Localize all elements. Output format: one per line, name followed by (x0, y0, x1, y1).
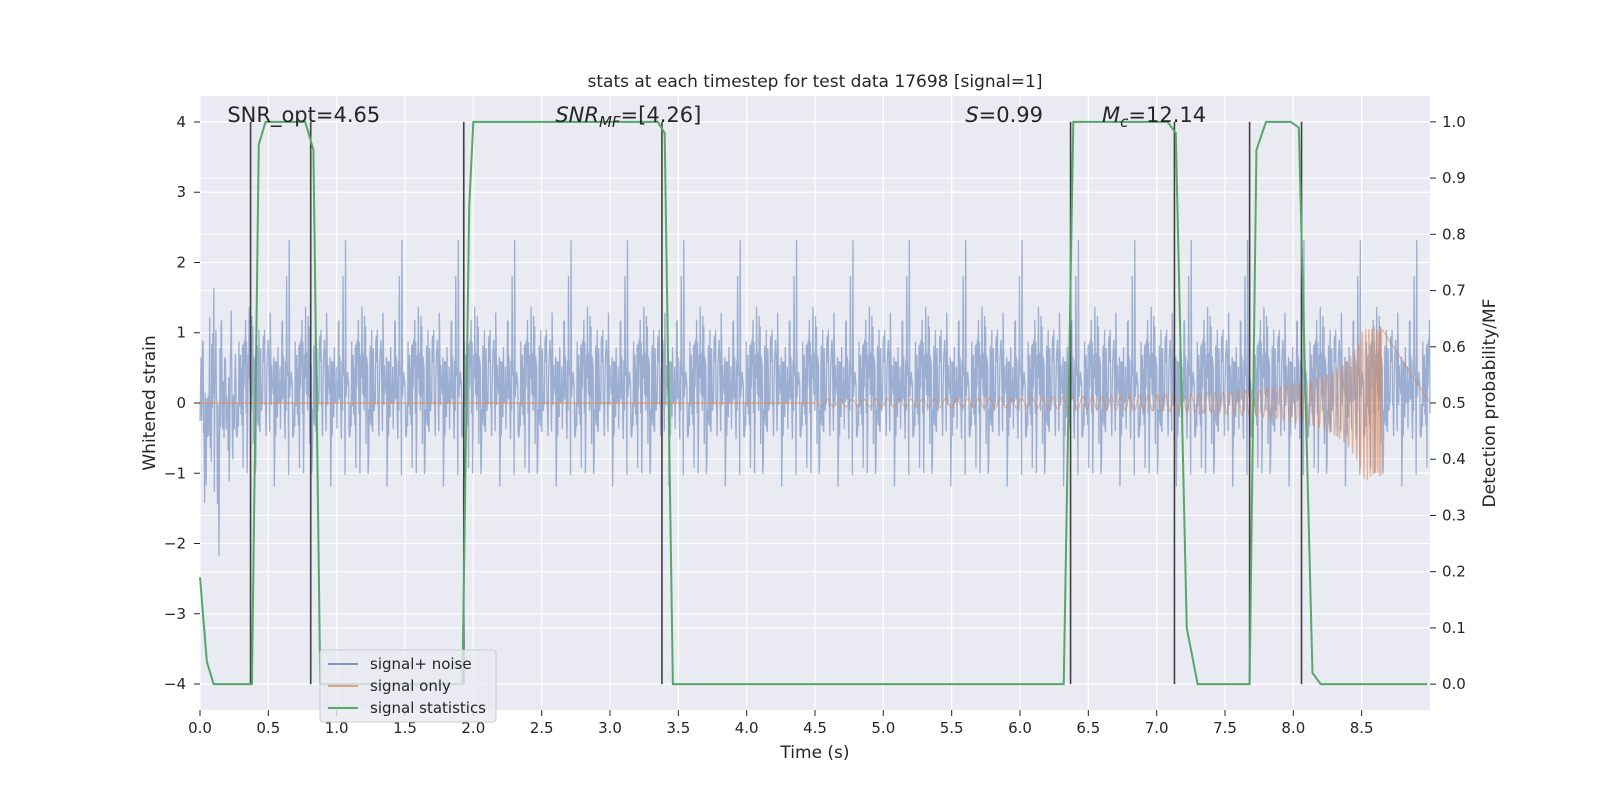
x-tick-label: 2.0 (461, 719, 485, 737)
y-right-tick-label: 0.6 (1442, 338, 1466, 356)
y-left-tick-label: 0 (176, 394, 186, 412)
y-right-tick-label: 0.5 (1442, 394, 1466, 412)
y-left-tick-label: −4 (164, 675, 186, 693)
chirp-trace (815, 325, 1431, 481)
y-right-tick-label: 1.0 (1442, 113, 1466, 131)
annotation-text: Mc=12.14 (1102, 103, 1206, 131)
series-signal-noise (199, 239, 1431, 557)
y-axis-right-label: Detection probability/MF (1480, 299, 1500, 508)
annotation-text: S=0.99 (965, 103, 1043, 127)
y-right-tick-label: 0.2 (1442, 563, 1466, 581)
y-right-tick-label: 0.1 (1442, 619, 1466, 637)
x-tick-label: 5.0 (871, 719, 895, 737)
series-signal-statistics (199, 120, 1428, 686)
x-tick-label: 1.0 (325, 719, 349, 737)
y-right-tick-label: 0.7 (1442, 282, 1466, 300)
y-left-tick-label: −3 (164, 605, 186, 623)
y-axis-left-label: Whitened strain (140, 335, 160, 470)
annotation-text: SNR_opt=4.65 (227, 103, 380, 128)
y-left-tick-label: 2 (176, 253, 186, 271)
x-tick-label: 4.5 (803, 719, 827, 737)
y-right-tick-label: 0.8 (1442, 225, 1466, 243)
legend: signal+ noise signal only signal statist… (319, 649, 497, 723)
x-tick-label: 6.5 (1076, 719, 1100, 737)
x-tick-label: 6.0 (1008, 719, 1032, 737)
y-axis-left-ticks: 4 3 2 1 0 −1 −2 −3 −4 (164, 113, 186, 693)
annotation-text: SNRMF=[4.26] (555, 103, 701, 131)
annotations: SNR_opt=4.65 SNRMF=[4.26] S=0.99 Mc=12.14 (227, 103, 1206, 131)
y-left-tick-label: −1 (164, 464, 186, 482)
legend-label-signal-noise: signal+ noise (370, 655, 472, 673)
x-tick-label: 3.0 (598, 719, 622, 737)
y-axis-right-ticks: 1.0 0.9 0.8 0.7 0.6 0.5 0.4 0.3 0.2 0.1 0.0 (1430, 113, 1466, 693)
x-tick-label: 1.5 (393, 719, 417, 737)
noise-trace (199, 239, 1431, 557)
x-tick-label: 0.5 (256, 719, 280, 737)
legend-label-signal-statistics: signal statistics (370, 699, 486, 717)
x-tick-label: 7.0 (1145, 719, 1169, 737)
legend-label-signal-only: signal only (370, 677, 451, 695)
y-left-tick-label: −2 (164, 535, 186, 553)
x-tick-label: 2.5 (530, 719, 554, 737)
y-right-tick-label: 0.9 (1442, 169, 1466, 187)
x-tick-label: 4.0 (735, 719, 759, 737)
x-tick-label: 8.5 (1350, 719, 1374, 737)
y-right-tick-label: 0.3 (1442, 506, 1466, 524)
x-tick-label: 5.5 (940, 719, 964, 737)
x-tick-label: 3.5 (666, 719, 690, 737)
x-axis-ticks: 0.0 0.5 1.0 1.5 2.0 2.5 3.0 3.5 4.0 4.5 5.0 5.5 6.0 6… (188, 719, 1374, 737)
y-right-tick-label: 0.0 (1442, 675, 1466, 693)
y-left-tick-label: 4 (176, 113, 186, 131)
x-axis-label: Time (s) (779, 743, 849, 763)
x-tick-label: 0.0 (188, 719, 212, 737)
y-left-tick-label: 3 (176, 183, 186, 201)
y-right-tick-label: 0.4 (1442, 450, 1466, 468)
x-tick-label: 7.5 (1213, 719, 1237, 737)
chart-title: stats at each timestep for test data 176… (588, 72, 1043, 92)
y-left-tick-label: 1 (176, 324, 186, 342)
x-tick-label: 8.0 (1281, 719, 1305, 737)
series-signal-only (200, 325, 1431, 481)
legend-box (319, 649, 497, 723)
